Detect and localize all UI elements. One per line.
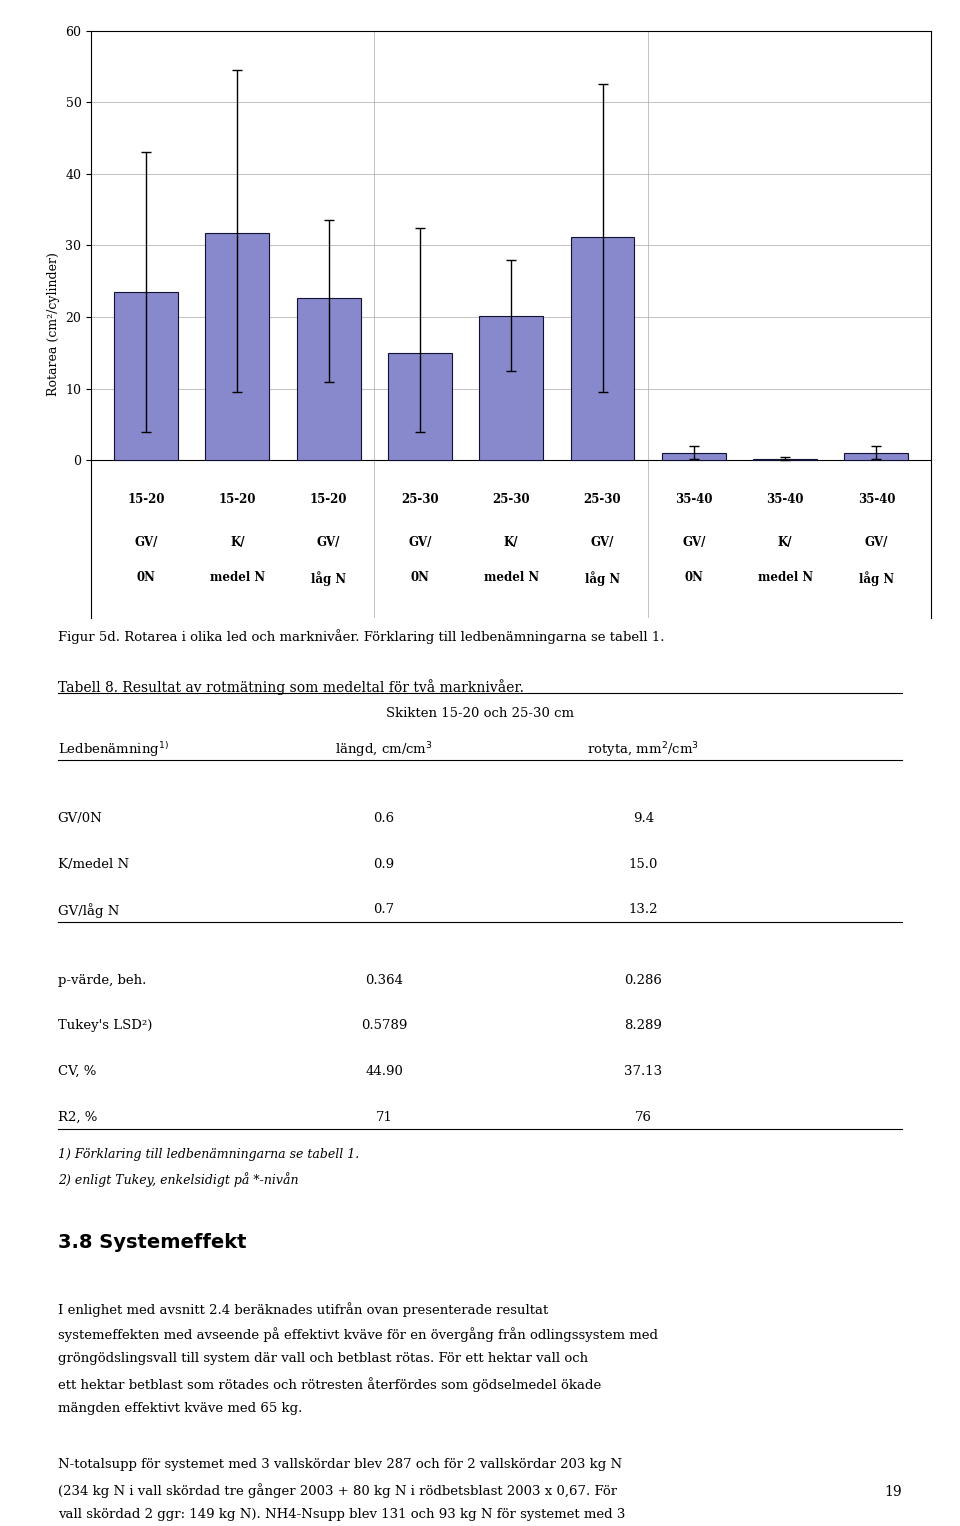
Bar — [479, 316, 543, 461]
Text: låg N: låg N — [311, 571, 347, 586]
Text: medel N: medel N — [209, 571, 265, 584]
Text: 0.286: 0.286 — [624, 974, 662, 987]
Text: 71: 71 — [375, 1111, 393, 1125]
Text: K/: K/ — [778, 536, 792, 549]
Text: 25-30: 25-30 — [492, 493, 530, 505]
Text: R2, %: R2, % — [58, 1111, 97, 1125]
Text: 0N: 0N — [411, 571, 429, 584]
Text: K/: K/ — [230, 536, 245, 549]
Text: 0N: 0N — [684, 571, 704, 584]
Text: gröngödslingsvall till system där vall och betblast rötas. För ett hektar vall o: gröngödslingsvall till system där vall o… — [58, 1352, 588, 1366]
Text: 9.4: 9.4 — [633, 812, 654, 826]
Text: systemeffekten med avseende på effektivt kväve för en övergång från odlingssyste: systemeffekten med avseende på effektivt… — [58, 1328, 658, 1341]
Text: K/: K/ — [504, 536, 518, 549]
Text: 1) Förklaring till ledbenämningarna se tabell 1.: 1) Förklaring till ledbenämningarna se t… — [58, 1148, 359, 1161]
Bar — [297, 298, 361, 461]
Text: (234 kg N i vall skördad tre gånger 2003 + 80 kg N i rödbetsblast 2003 x 0,67. F: (234 kg N i vall skördad tre gånger 2003… — [58, 1483, 616, 1499]
Text: 15-20: 15-20 — [219, 493, 256, 505]
Text: 19: 19 — [885, 1485, 902, 1499]
Text: Skikten 15-20 och 25-30 cm: Skikten 15-20 och 25-30 cm — [386, 707, 574, 720]
Text: rotyta, mm$^2$/cm$^3$: rotyta, mm$^2$/cm$^3$ — [588, 740, 699, 760]
Text: 0.9: 0.9 — [373, 858, 395, 871]
Text: GV/: GV/ — [408, 536, 432, 549]
Text: 44.90: 44.90 — [365, 1065, 403, 1079]
Text: GV/: GV/ — [683, 536, 706, 549]
Text: 15-20: 15-20 — [310, 493, 348, 505]
Text: 25-30: 25-30 — [401, 493, 439, 505]
Text: låg N: låg N — [859, 571, 894, 586]
Text: ett hektar betblast som rötades och rötresten återfördes som gödselmedel ökade: ett hektar betblast som rötades och rötr… — [58, 1378, 601, 1392]
Text: 35-40: 35-40 — [766, 493, 804, 505]
Text: Figur 5d. Rotarea i olika led och marknivåer. Förklaring till ledbenämningarna s: Figur 5d. Rotarea i olika led och markni… — [58, 629, 664, 644]
Text: I enlighet med avsnitt 2.4 beräknades utifrån ovan presenterade resultat: I enlighet med avsnitt 2.4 beräknades ut… — [58, 1302, 548, 1317]
Text: 2) enligt Tukey, enkelsidigt på *-nivån: 2) enligt Tukey, enkelsidigt på *-nivån — [58, 1172, 299, 1187]
Text: Tukey's LSD²): Tukey's LSD²) — [58, 1019, 152, 1033]
Text: 15-20: 15-20 — [128, 493, 165, 505]
Bar — [114, 291, 178, 461]
Text: K/medel N: K/medel N — [58, 858, 129, 871]
Text: 15.0: 15.0 — [629, 858, 658, 871]
Text: 0.364: 0.364 — [365, 974, 403, 987]
Text: 0.6: 0.6 — [373, 812, 395, 826]
Text: 13.2: 13.2 — [629, 903, 658, 917]
Text: p-värde, beh.: p-värde, beh. — [58, 974, 146, 987]
Text: GV/låg N: GV/låg N — [58, 903, 119, 919]
Text: 35-40: 35-40 — [675, 493, 712, 505]
Text: GV/: GV/ — [317, 536, 340, 549]
Text: GV/: GV/ — [590, 536, 614, 549]
Text: låg N: låg N — [585, 571, 620, 586]
Y-axis label: Rotarea (cm²/cylinder): Rotarea (cm²/cylinder) — [47, 252, 60, 397]
Bar — [388, 353, 452, 461]
Bar — [845, 453, 908, 461]
Text: 3.8 Systemeffekt: 3.8 Systemeffekt — [58, 1233, 246, 1251]
Text: N-totalsupp för systemet med 3 vallskördar blev 287 och för 2 vallskördar 203 kg: N-totalsupp för systemet med 3 vallskörd… — [58, 1459, 622, 1471]
Text: Ledbenämning$^{1)}$: Ledbenämning$^{1)}$ — [58, 740, 169, 758]
Text: 0.7: 0.7 — [373, 903, 395, 917]
Text: 76: 76 — [635, 1111, 652, 1125]
Text: 8.289: 8.289 — [624, 1019, 662, 1033]
Bar — [205, 233, 269, 461]
Text: GV/: GV/ — [134, 536, 157, 549]
Text: GV/: GV/ — [865, 536, 888, 549]
Text: Tabell 8. Resultat av rotmätning som medeltal för två marknivåer.: Tabell 8. Resultat av rotmätning som med… — [58, 679, 523, 694]
Text: 37.13: 37.13 — [624, 1065, 662, 1079]
Bar — [661, 453, 726, 461]
Text: 0N: 0N — [136, 571, 156, 584]
Text: 25-30: 25-30 — [584, 493, 621, 505]
Text: CV, %: CV, % — [58, 1065, 96, 1079]
Text: medel N: medel N — [757, 571, 813, 584]
Text: mängden effektivt kväve med 65 kg.: mängden effektivt kväve med 65 kg. — [58, 1402, 302, 1416]
Bar — [570, 237, 635, 461]
Text: medel N: medel N — [484, 571, 539, 584]
Text: GV/0N: GV/0N — [58, 812, 103, 826]
Text: längd, cm/cm$^3$: längd, cm/cm$^3$ — [335, 740, 433, 760]
Text: vall skördad 2 ggr: 149 kg N). NH4-Nsupp blev 131 och 93 kg N för systemet med 3: vall skördad 2 ggr: 149 kg N). NH4-Nsupp… — [58, 1509, 625, 1521]
Text: 0.5789: 0.5789 — [361, 1019, 407, 1033]
Text: 35-40: 35-40 — [857, 493, 895, 505]
